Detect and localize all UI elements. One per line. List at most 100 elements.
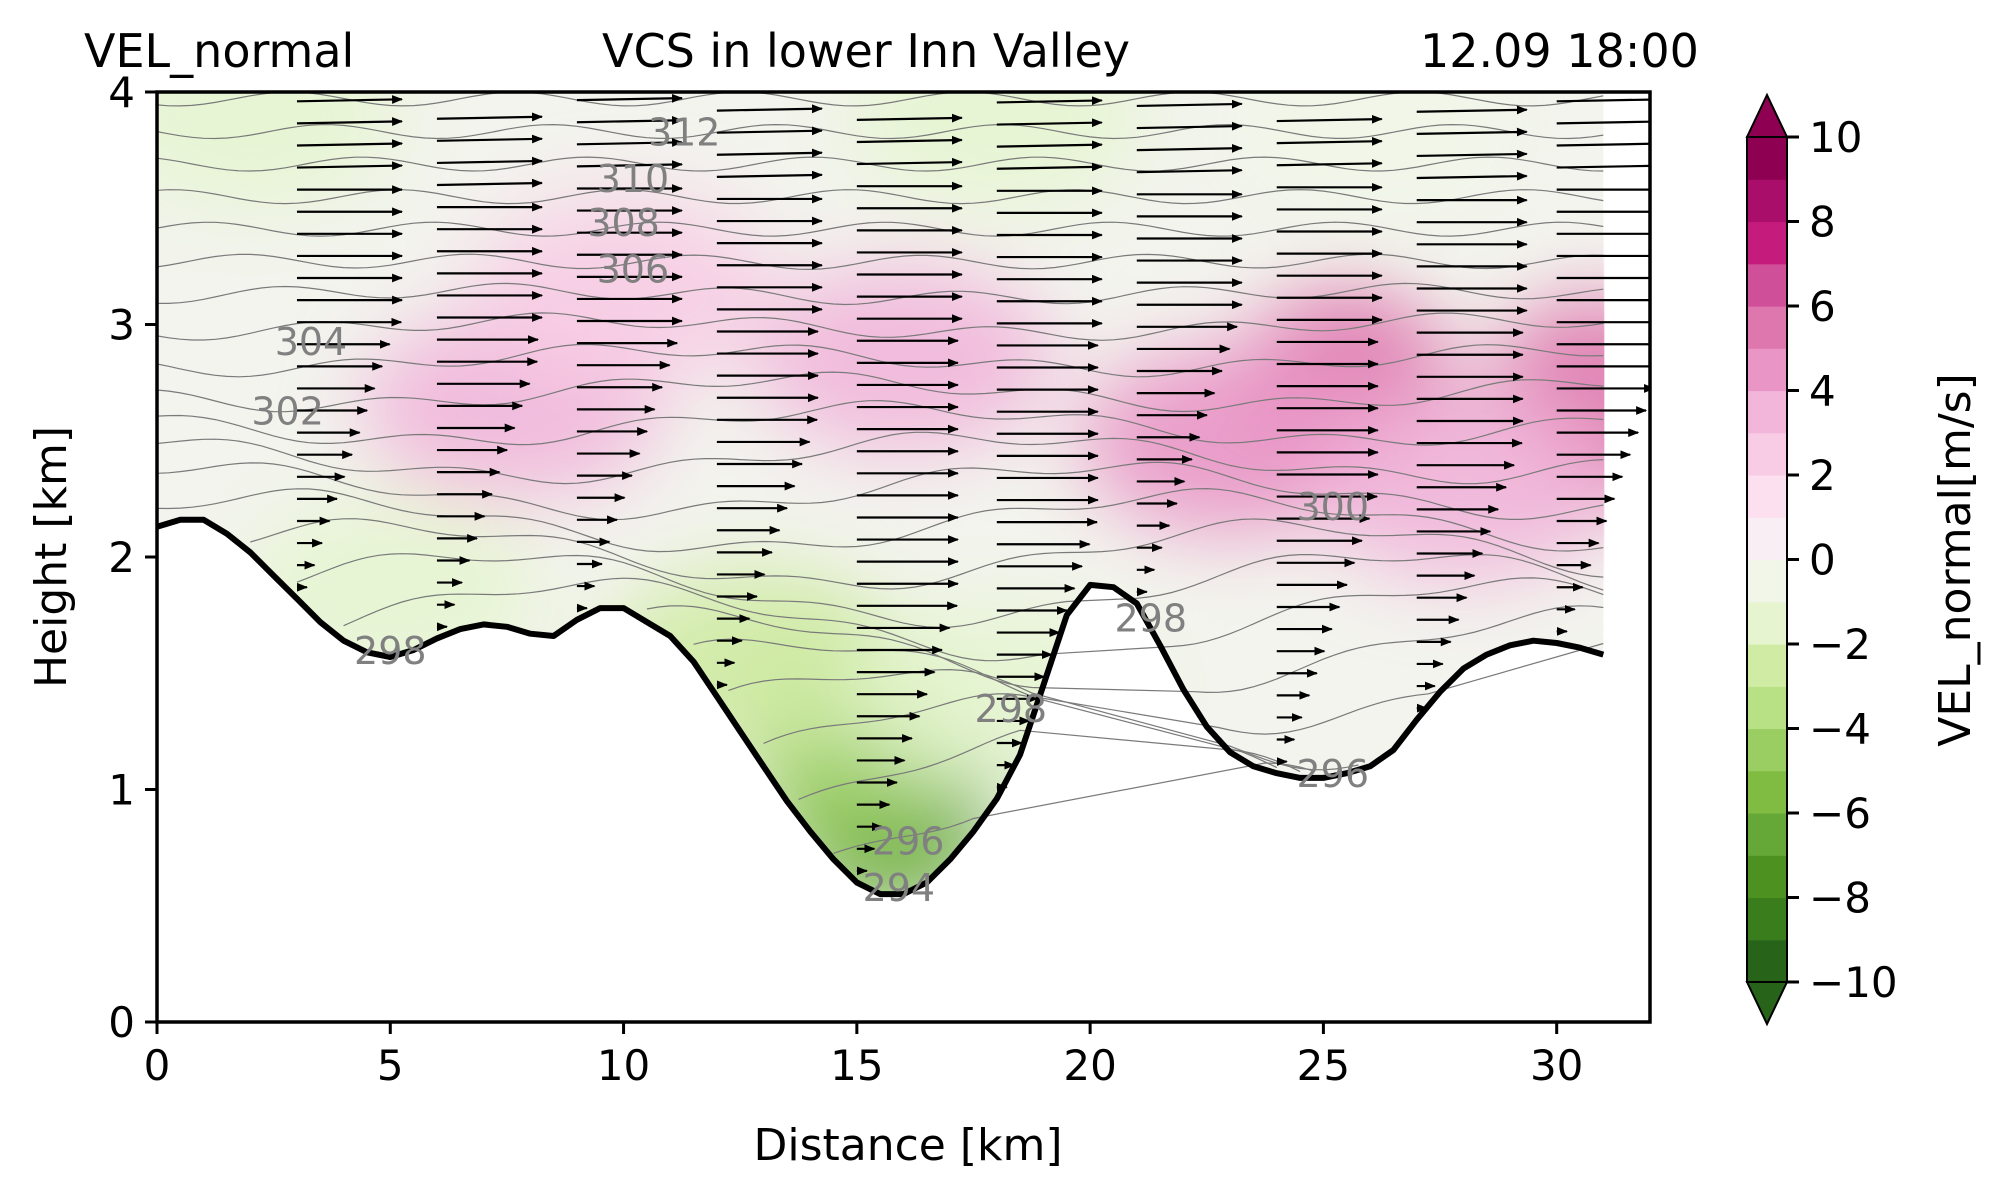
wind-vector [1416, 149, 1528, 159]
isentrope-label: 300 [1296, 485, 1369, 529]
colorbar-label: VEL_normal[m/s] [1930, 373, 1981, 747]
wind-vectors [296, 93, 1650, 876]
isentrope-label: 296 [872, 820, 945, 864]
wind-vector [1276, 136, 1383, 146]
y-tick-label: 0 [108, 998, 135, 1047]
colorbar-segment [1747, 939, 1787, 983]
colorbar-tick-label: −4 [1809, 705, 1871, 754]
isentrope-label: 298 [975, 687, 1048, 731]
wind-vector [576, 93, 684, 103]
isentrope-line [157, 92, 1604, 107]
wind-vector [856, 135, 963, 145]
colorbar-segment [1747, 813, 1787, 856]
wind-vector [1276, 159, 1383, 168]
wind-vector [1276, 114, 1383, 124]
velocity-anomaly [1220, 92, 1521, 222]
wind-vector [436, 178, 544, 188]
wind-vector [296, 161, 404, 171]
colorbar-tick-label: 4 [1809, 367, 1836, 416]
colorbar-tick-label: 2 [1809, 451, 1836, 500]
wind-vector [1136, 99, 1243, 109]
isentrope-label: 308 [587, 201, 660, 245]
colorbar-segment [1747, 559, 1787, 603]
colorbar-segment [1747, 221, 1787, 265]
colorbar-segment [1747, 306, 1787, 349]
wind-vector [1136, 143, 1243, 153]
colorbar: 10 8 6 4 2 0 −2 −4 −6 −8 −10 [1745, 92, 1898, 1027]
ground-mask [157, 519, 1650, 1022]
isentrope-line [157, 461, 1604, 521]
y-axis-label: Height [km] [26, 426, 77, 688]
wind-vector [996, 140, 1103, 150]
velocity-anomaly [846, 92, 1147, 211]
wind-vector [716, 170, 823, 180]
isentrope-line [798, 729, 1301, 800]
timestamp-label: 12.09 18:00 [1420, 24, 1699, 78]
isentrope-line [157, 371, 1604, 413]
x-tick-label: 5 [377, 1041, 404, 1090]
chart-title: VCS in lower Inn Valley [602, 24, 1131, 78]
wind-vector [996, 96, 1103, 106]
wind-vector [296, 95, 404, 104]
terrain-profile-line [157, 516, 1605, 898]
isentrope-line [157, 312, 1604, 341]
colorbar-segment [1747, 770, 1787, 814]
wind-vector [296, 117, 404, 126]
wind-vector [716, 126, 823, 136]
isentrope-label: 298 [1115, 596, 1188, 640]
wind-vector [576, 116, 684, 125]
velocity-anomaly [473, 194, 774, 385]
isentrope-label: 296 [1296, 752, 1369, 796]
wind-vector [1416, 171, 1528, 181]
x-tick-label: 15 [830, 1041, 883, 1090]
wind-vector [296, 139, 404, 149]
x-tick-label: 30 [1530, 1041, 1583, 1090]
isentrope-line [157, 399, 1604, 446]
isentrope-label: 298 [354, 629, 427, 673]
y-tick-label: 3 [108, 301, 135, 350]
isentrope-line [763, 693, 1278, 769]
colorbar-tick-label: −2 [1809, 620, 1871, 669]
x-tick-label: 0 [144, 1041, 171, 1090]
colorbar-tick-label: −8 [1809, 874, 1871, 923]
isentrope-label: 304 [275, 320, 348, 364]
y-tick-label: 2 [108, 533, 135, 582]
isentrope-line [157, 431, 1604, 485]
colorbar-segment [1747, 263, 1787, 307]
wind-vector [436, 112, 544, 122]
colorbar-tick-label: 0 [1809, 536, 1836, 585]
x-tick-label: 20 [1063, 1041, 1116, 1090]
wind-vector [856, 157, 963, 167]
wind-vector [716, 148, 823, 158]
colorbar-max-extension [1745, 92, 1789, 138]
panel-variable-label: VEL_normal [84, 24, 355, 78]
colorbar-min-extension [1745, 981, 1789, 1027]
isentrope-line [157, 221, 1604, 237]
isentrope-label: 312 [648, 111, 721, 155]
isentrope-line [157, 156, 1604, 172]
isentrope-label: 306 [597, 248, 670, 292]
x-tick-label: 10 [597, 1041, 650, 1090]
colorbar-tick-label: 8 [1809, 198, 1836, 247]
wind-vector [996, 118, 1103, 128]
isentrope-lines [157, 92, 1604, 854]
colorbar-segment [1747, 517, 1787, 561]
isentrope-label: 294 [863, 866, 936, 910]
isentrope-line [157, 343, 1604, 378]
colorbar-segment [1747, 644, 1787, 687]
x-tick-label: 25 [1297, 1041, 1350, 1090]
velocity-anomaly [157, 92, 401, 211]
wind-vector [436, 134, 544, 144]
colorbar-segment [1747, 475, 1787, 518]
wind-vector [1416, 105, 1528, 115]
colorbar-segment [1747, 855, 1787, 899]
isentrope-line [157, 123, 1604, 140]
wind-vector [856, 113, 963, 123]
colorbar-segment [1747, 728, 1787, 772]
colorbar-tick-label: −6 [1809, 789, 1871, 838]
isentrope-line [646, 605, 1604, 694]
colorbar-segment [1747, 601, 1787, 645]
